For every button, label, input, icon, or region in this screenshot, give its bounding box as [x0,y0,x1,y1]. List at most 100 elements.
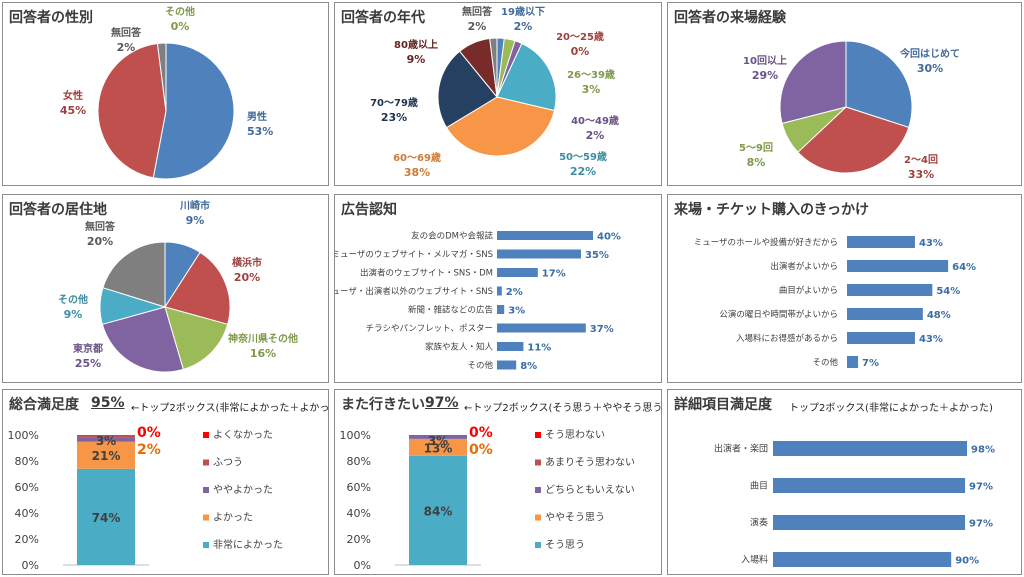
slice-label: 50～59歳 [559,150,607,163]
bar [847,260,949,272]
detail-panel: 出演者・楽団 98% 曲目 97% 演奏 97% 入場料 90% 詳細項目満足度 トップ2ボッ… [667,389,1022,575]
data-label: 48% [927,310,951,321]
legend-swatch [203,432,209,438]
legend-swatch [535,542,541,548]
awareness-panel: 友の会のDMや会報誌 40% ミューザのウェブサイト・メルマガ・SNS 35% 出演者の… [334,194,662,383]
category-label: ミューザのホールや設備が好きだから [694,237,838,248]
top2-value: 97% [425,395,459,411]
panel-title: 総合満足度 [9,397,79,413]
legend-label: よくなかった [213,429,273,441]
legend-label: どちらともいえない [545,484,635,496]
y-tick-label: 80% [15,455,39,468]
data-label: 35% [585,250,609,261]
pie-slice [437,50,498,129]
data-label: 97% [969,482,993,493]
pie-slice [164,251,231,325]
slice-value: 9% [407,53,426,66]
category-label: チラシやパンフレット、ポスター [366,324,493,334]
slice-label: 神奈川県その他 [228,332,298,345]
slice-label: 川崎市 [179,199,210,212]
slice-value: 2% [586,129,605,142]
bar [497,342,524,351]
segment-label: 84% [424,504,453,518]
panel-title: 広告認知 [341,202,397,218]
pie-slice [102,241,166,308]
data-label: 3% [508,306,525,317]
pie-slice [101,306,184,373]
category-label: 公演の曜日や時間帯がよいから [719,309,838,320]
slice-value: 30% [917,62,943,75]
y-tick-label: 80% [347,455,371,468]
data-label: 54% [936,286,960,297]
legend-swatch [203,487,209,493]
y-tick-label: 100% [340,429,371,442]
category-label: 家族や友人・知人 [425,342,494,353]
stack-segment [77,441,135,469]
visits-panel: 今回はじめて 30% 2～4回 33% 5～9回 8% 10回以上 29% 回答者の来場経験 [667,2,1022,186]
legend-swatch [203,542,209,548]
overall-stacked-chart: 100%80%60%40%20%0%74%21%3% 0%2%よくなかったふつうや… [8,425,283,572]
top2-note: トップ2ボックス(非常によかった＋よかった) [789,403,993,414]
y-tick-label: 0% [354,559,371,572]
age-pie-chart: 19歳以下 2% 20～25歳 0% 26～39歳 3% 40～49歳 2% 50～59歳 22%… [370,5,619,179]
panel-title: 回答者の来場経験 [674,10,786,26]
slice-label: その他 [165,5,195,18]
residence-pie-chart: 川崎市 9% 横浜市 20% 神奈川県その他 16% 東京都 25% その他 9% 無回答 20% [58,199,298,373]
slice-label: 横浜市 [232,256,262,269]
residence-panel: 川崎市 9% 横浜市 20% 神奈川県その他 16% 東京都 25% その他 9% 無回答 20% 回… [2,194,329,383]
category-label: 曲目 [750,481,768,492]
category-label: 出演者がよいから [770,261,838,272]
category-label: 入場料にお得感があるから [736,333,838,344]
data-label: 90% [955,556,979,567]
slice-value: 20% [87,235,113,248]
slice-value: 25% [75,357,101,370]
gender-pie-chart: 男性 53% 女性 45% 無回答 2% その他 0% [60,5,273,180]
age-panel: 19歳以下 2% 20～25歳 0% 26～39歳 3% 40～49歳 2% 50～59歳 22%… [334,2,662,186]
bar [847,332,915,344]
bar [847,308,923,320]
bar [773,441,968,456]
slice-value: 0% [571,45,590,58]
category-label: 曲目がよいから [779,285,838,296]
legend-label: ややよかった [213,484,273,496]
panel-title: 詳細項目満足度 [674,397,772,413]
gender-panel: 男性 53% 女性 45% 無回答 2% その他 0% 回答者の性別 [2,2,329,186]
category-label: ミューザ・出演者以外のウェブサイト・SNS [335,286,493,297]
stack-segment [77,435,135,438]
data-label: 43% [919,238,943,249]
bar [497,249,581,259]
category-label: ミューザのウェブサイト・メルマガ・SNS [335,249,493,260]
slice-value: 33% [908,168,934,181]
pie-slice [97,42,167,179]
data-label: 98% [971,445,995,456]
pie-slice [496,42,557,112]
slice-value: 23% [381,111,407,124]
y-tick-label: 60% [15,481,39,494]
pie-slice [152,42,235,180]
legend-label: ややそう思う [545,512,605,524]
legend-label: ふつう [213,457,243,469]
segment-label: 3% [96,434,116,448]
panel-title: 回答者の性別 [9,10,93,26]
slice-value: 2% [514,20,533,33]
legend-label: そう思わない [545,429,605,441]
top2-value: 95% [91,395,125,411]
category-label: 新聞・雑誌などの広告 [408,305,493,316]
slice-label: 10回以上 [743,54,787,67]
category-label: その他 [812,357,838,368]
data-label: 17% [542,269,566,280]
slice-label: 無回答 [462,5,493,18]
legend-swatch [535,459,541,466]
segment-label: 2% [137,442,161,458]
bar [497,286,502,296]
slice-label: 70～79歳 [370,96,418,109]
slice-label: 60～69歳 [393,151,441,164]
panel-title: 来場・チケット購入のきっかけ [674,202,870,218]
slice-value: 20% [234,271,260,284]
category-label: 出演者・楽団 [714,443,768,455]
slice-value: 38% [404,166,430,179]
top2-note: ←トップ2ボックス(そう思う＋ややそう思う) [464,403,662,414]
revisit-panel: 100% 80% 60% 40% 20% 0% 84% 13% 3% 0% 0% そう思わない あまりそ… [334,389,662,575]
legend-label: 非常によかった [213,538,283,551]
data-label: 7% [862,358,879,369]
